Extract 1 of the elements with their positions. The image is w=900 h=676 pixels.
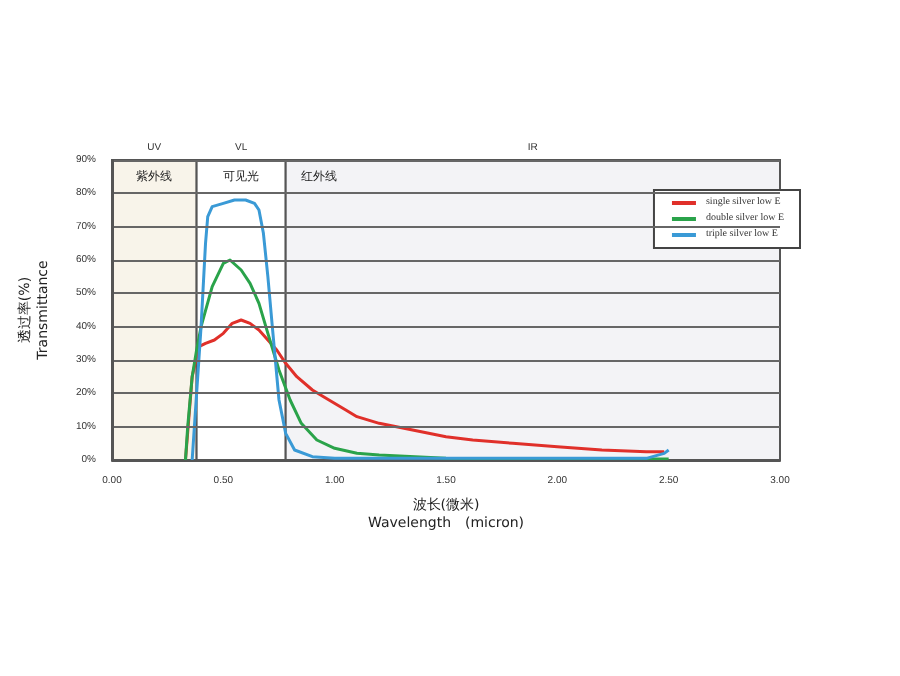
line-series [190,198,671,462]
